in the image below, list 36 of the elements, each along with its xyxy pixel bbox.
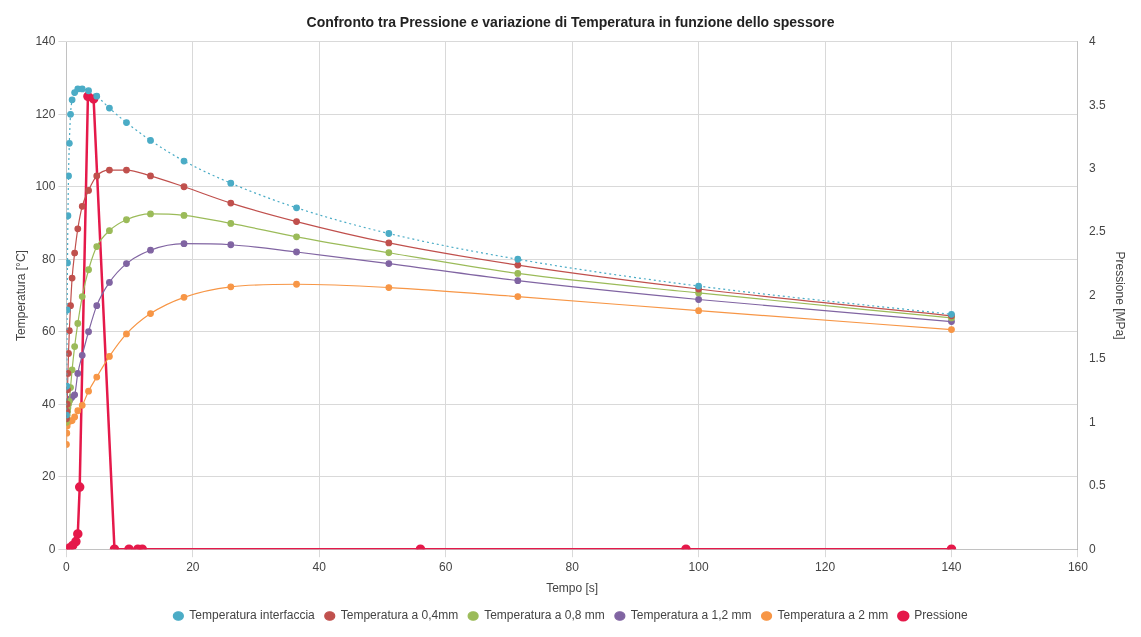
- y2-tick-label: 3: [1088, 160, 1096, 175]
- legend-label: Pressione: [914, 608, 968, 623]
- y2-tick-label: 2: [1088, 287, 1096, 302]
- x-tick-label: 120: [815, 559, 836, 574]
- y2-tick-label: 0.5: [1088, 478, 1106, 493]
- y2-tick-label: 1.5: [1088, 351, 1106, 366]
- y2-axis-title: Pressione [MPa]: [1113, 251, 1128, 340]
- y-tick-label: 100: [35, 179, 56, 194]
- x-tick-label: 160: [1067, 559, 1089, 574]
- x-axis-title: Tempo [s]: [546, 581, 599, 596]
- y-axis-title: Temperatura [°C]: [13, 250, 28, 341]
- y-tick-label: 40: [42, 396, 56, 411]
- legend-label: Temperatura a 2 mm: [777, 608, 889, 623]
- x-tick-label: 0: [63, 559, 71, 574]
- y-tick-label: 120: [35, 106, 56, 121]
- y-tick-label: 0: [48, 541, 56, 556]
- legend-label: Temperatura a 0,8 mm: [484, 608, 605, 623]
- x-tick-label: 140: [941, 559, 962, 574]
- y2-tick-label: 3.5: [1088, 97, 1106, 112]
- legend-label: Temperatura interfaccia: [189, 608, 316, 623]
- x-tick-label: 20: [186, 559, 200, 574]
- y-tick-label: 140: [35, 34, 56, 49]
- x-tick-label: 40: [312, 559, 327, 574]
- y2-tick-label: 0: [1088, 541, 1096, 556]
- y-tick-label: 80: [42, 251, 56, 266]
- legend-label: Temperatura a 0,4mm: [340, 608, 459, 623]
- y2-tick-label: 1: [1088, 414, 1096, 429]
- y2-tick-label: 4: [1088, 34, 1096, 49]
- chart-title: Confronto tra Pressione e variazione di Temperatura in funzione dello spessore: [306, 14, 835, 31]
- y-tick-label: 60: [42, 324, 56, 339]
- y-tick-label: 20: [42, 469, 56, 484]
- legend-label: Temperatura a 1,2 mm: [630, 608, 752, 623]
- x-tick-label: 100: [688, 559, 709, 574]
- y2-tick-label: 2.5: [1088, 224, 1106, 239]
- x-tick-label: 60: [439, 559, 453, 574]
- x-tick-label: 80: [565, 559, 580, 574]
